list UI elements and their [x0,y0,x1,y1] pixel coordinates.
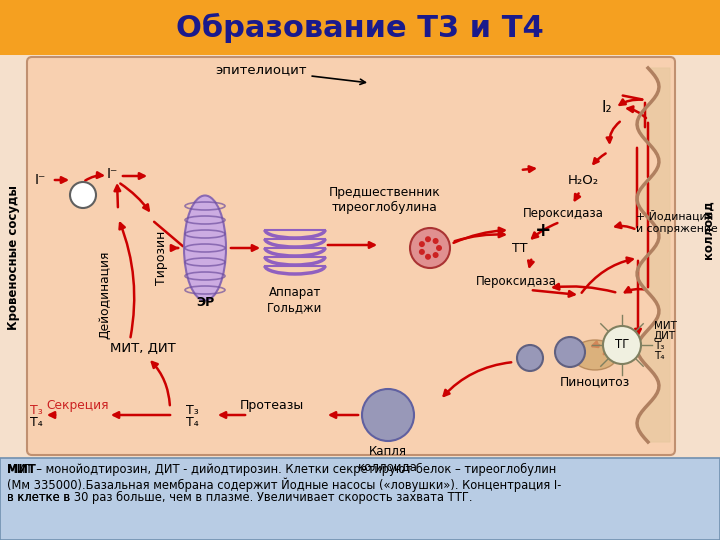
Text: Пероксидаза: Пероксидаза [476,275,557,288]
Circle shape [419,249,425,255]
Text: Аппарат
Гольджи: Аппарат Гольджи [267,286,323,314]
Text: Дейодинация: Дейодинация [99,251,112,339]
Circle shape [410,228,450,268]
Circle shape [517,345,543,371]
Circle shape [603,326,641,364]
Text: Т₄: Т₄ [30,416,42,429]
Ellipse shape [184,195,226,300]
Text: ТГ: ТГ [615,339,629,352]
Text: ЭР: ЭР [196,295,214,308]
Text: +: + [535,220,552,240]
Circle shape [436,245,442,251]
Text: Пиноцитоз: Пиноцитоз [560,375,630,388]
Text: Образование Т3 и Т4: Образование Т3 и Т4 [176,13,544,43]
Text: Т₄: Т₄ [654,351,665,361]
Text: (Мм 335000).Базальная мембрана содержит Йодные насосы («ловушки»). Концентрация : (Мм 335000).Базальная мембрана содержит … [7,477,562,491]
Circle shape [433,252,438,258]
Text: Кровеносные сосуды: Кровеносные сосуды [7,186,20,330]
Bar [0,458,720,540]
Text: Тирозин: Тирозин [156,231,168,285]
Circle shape [362,389,414,441]
Text: в клетке в: в клетке в [7,491,73,504]
Text: МИТ: МИТ [654,321,677,331]
Text: Капля
коллоида: Капля коллоида [358,445,418,473]
Circle shape [555,337,585,367]
Circle shape [433,238,438,244]
Text: Протеазы: Протеазы [240,400,304,413]
Text: МИТ, ДИТ: МИТ, ДИТ [110,341,176,354]
Text: I⁻: I⁻ [107,167,117,181]
Text: I⁻: I⁻ [35,173,45,187]
Polygon shape [637,68,670,442]
FancyBboxPatch shape [27,57,675,455]
Text: МИТ: МИТ [7,463,36,476]
Text: Секреция: Секреция [47,399,109,411]
Bar [0,55,720,458]
Text: Предшественник
тиреоглобулина: Предшественник тиреоглобулина [329,186,441,214]
Circle shape [419,241,425,247]
Text: ТТ: ТТ [512,241,528,254]
Ellipse shape [572,340,618,370]
Text: МИТ – монойодтирозин, ДИТ - дийодтирозин. Клетки секретируют белок – тиреоглобул: МИТ – монойодтирозин, ДИТ - дийодтирозин… [7,463,557,476]
Text: Т₃: Т₃ [30,403,42,416]
Text: в клетке в 30 раз больше, чем в плазме. Увеличивает скорость захвата ТТГ.: в клетке в 30 раз больше, чем в плазме. … [7,491,472,504]
Text: эпителиоцит: эпителиоцит [215,64,365,84]
Text: H₂O₂: H₂O₂ [567,173,598,186]
Text: + Йодинация
и сопряжение: + Йодинация и сопряжение [636,211,718,233]
Bar [0,0,720,55]
Text: коллоид: коллоид [701,201,714,259]
Text: Т₄: Т₄ [186,416,199,429]
Text: ДИТ: ДИТ [654,331,676,341]
Circle shape [70,182,96,208]
Text: Т₃: Т₃ [186,403,199,416]
Text: I₂: I₂ [602,100,612,116]
Circle shape [425,236,431,242]
Text: Т₃: Т₃ [654,341,665,351]
Circle shape [425,254,431,260]
Text: Пероксидаза: Пероксидаза [523,206,603,219]
